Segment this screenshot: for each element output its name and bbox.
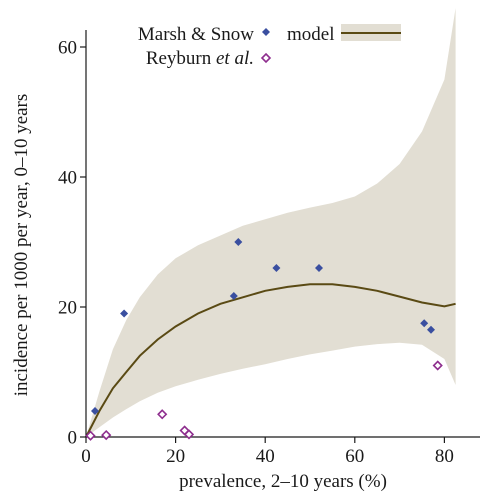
marsh-snow-point — [91, 407, 99, 415]
x-tick-label: 20 — [166, 446, 185, 467]
x-tick-label: 60 — [345, 446, 364, 467]
legend-marker-reyburn — [260, 52, 272, 64]
legend-label-reyburn: Reyburn et al. — [146, 48, 254, 69]
reyburn-point — [157, 409, 168, 420]
reyburn-point — [432, 360, 443, 371]
y-tick-label: 0 — [68, 428, 78, 449]
x-axis-title: prevalence, 2–10 years (%) — [179, 471, 387, 492]
marsh-snow-point — [272, 264, 281, 272]
x-tick-label: 0 — [81, 446, 91, 467]
plot-area: 0 20 40 60 80 0 20 40 60 — [58, 8, 480, 467]
marsh-snow-point — [229, 292, 238, 300]
legend-marker-marsh-snow — [262, 28, 270, 36]
reyburn-point — [183, 429, 195, 440]
marsh-snow-point — [427, 325, 435, 334]
marsh-snow-point — [315, 264, 323, 272]
x-tick-label: 40 — [256, 446, 275, 467]
legend-label-marsh-snow: Marsh & Snow — [138, 24, 254, 45]
reyburn-point — [101, 429, 112, 441]
y-axis-title: incidence per 1000 per year, 0–10 years — [11, 94, 32, 397]
y-tick-label: 60 — [58, 38, 77, 59]
y-tick-label: 40 — [58, 168, 77, 189]
x-tick-label: 80 — [435, 446, 454, 467]
marsh-snow-point — [234, 238, 243, 246]
marsh-snow-point — [420, 319, 429, 328]
legend-label-model: model — [287, 24, 335, 45]
model-uncertainty-band — [86, 8, 456, 437]
legend: Marsh & Snow Reyburn et al. model — [138, 24, 401, 69]
model-line — [85, 283, 456, 438]
legend-label-reyburn-name: Reyburn — [146, 48, 216, 69]
reyburn-point — [85, 430, 96, 441]
y-tick-label: 20 — [58, 298, 77, 319]
legend-label-reyburn-etal: et al. — [216, 48, 254, 69]
marsh-snow-point — [120, 309, 129, 318]
